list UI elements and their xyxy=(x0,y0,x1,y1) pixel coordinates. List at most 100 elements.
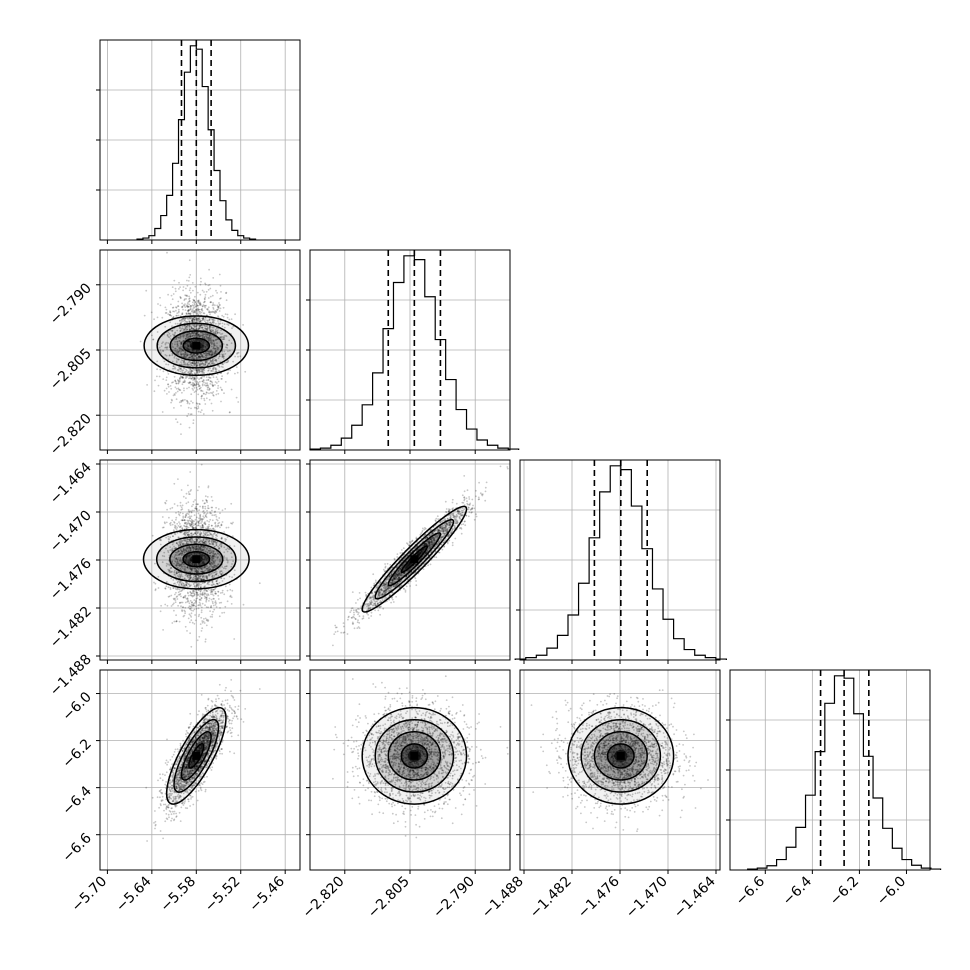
scatter-point xyxy=(193,318,196,321)
scatter-point xyxy=(214,310,217,312)
scatter-point xyxy=(208,597,211,600)
scatter-point xyxy=(184,306,187,308)
scatter-point xyxy=(203,298,206,300)
scatter-point xyxy=(224,508,227,510)
scatter-point xyxy=(211,350,214,353)
scatter-point xyxy=(233,573,236,576)
scatter-point xyxy=(199,527,202,529)
scatter-point xyxy=(177,353,180,355)
scatter-point xyxy=(179,544,182,546)
scatter-point xyxy=(176,343,179,346)
scatter-point xyxy=(180,506,183,509)
scatter-point xyxy=(183,319,186,321)
scatter-point xyxy=(201,347,204,350)
scatter-point xyxy=(193,306,196,309)
scatter-point xyxy=(162,349,164,352)
scatter-point xyxy=(181,581,183,584)
scatter-point xyxy=(180,433,182,435)
scatter-point xyxy=(201,506,204,508)
scatter-point xyxy=(199,547,201,549)
scatter-point xyxy=(181,376,184,379)
scatter-point xyxy=(204,531,207,534)
scatter-point xyxy=(211,321,214,324)
scatter-point xyxy=(185,525,188,528)
scatter-point xyxy=(211,499,214,502)
scatter-point xyxy=(180,342,183,345)
scatter-point xyxy=(185,584,188,587)
scatter-point xyxy=(196,335,198,338)
scatter-point xyxy=(187,340,190,343)
scatter-point xyxy=(172,293,175,295)
scatter-point xyxy=(203,586,206,588)
scatter-point xyxy=(196,532,199,535)
scatter-point xyxy=(209,367,211,370)
scatter-point xyxy=(191,332,194,335)
scatter-point xyxy=(166,604,169,607)
scatter-point xyxy=(197,607,200,610)
scatter-point xyxy=(192,549,195,551)
scatter-point xyxy=(211,342,213,345)
scatter-point xyxy=(179,552,182,555)
scatter-point xyxy=(199,325,202,327)
scatter-point xyxy=(191,354,194,356)
scatter-point xyxy=(207,541,210,543)
scatter-point xyxy=(191,525,194,528)
scatter-point xyxy=(207,593,209,595)
scatter-point xyxy=(219,307,222,310)
scatter-point xyxy=(187,406,190,409)
scatter-point xyxy=(197,563,200,565)
scatter-point xyxy=(184,549,187,552)
scatter-point xyxy=(212,384,215,387)
scatter-point xyxy=(190,609,193,612)
scatter-point xyxy=(182,350,185,352)
scatter-point xyxy=(177,588,180,590)
scatter-point xyxy=(211,294,214,297)
scatter-point xyxy=(196,593,198,596)
scatter-point xyxy=(172,306,175,309)
scatter-point xyxy=(180,342,183,345)
scatter-point xyxy=(210,369,213,372)
scatter-point xyxy=(186,304,189,306)
scatter-point xyxy=(195,539,198,542)
density-peak xyxy=(192,341,201,350)
scatter-point xyxy=(195,332,197,334)
scatter-point xyxy=(183,559,186,562)
scatter-point xyxy=(179,564,182,567)
scatter-point xyxy=(203,353,206,355)
scatter-point xyxy=(169,321,172,324)
scatter-point xyxy=(187,575,190,577)
scatter-point xyxy=(221,356,224,358)
contour-line xyxy=(169,330,224,362)
scatter-point xyxy=(207,527,209,530)
scatter-point xyxy=(213,344,215,347)
scatter-point xyxy=(186,402,189,405)
scatter-point xyxy=(201,390,204,392)
scatter-point xyxy=(203,372,206,375)
scatter-point xyxy=(212,361,215,363)
scatter-point xyxy=(189,335,192,337)
scatter-point xyxy=(185,328,188,330)
scatter-point xyxy=(192,334,195,336)
scatter-point xyxy=(212,326,215,329)
scatter-point xyxy=(199,533,201,536)
scatter-point xyxy=(202,578,205,581)
scatter-point xyxy=(169,310,171,313)
scatter-point xyxy=(196,353,199,356)
scatter-point xyxy=(192,332,195,334)
scatter-point xyxy=(188,329,191,331)
scatter-point xyxy=(209,573,212,576)
scatter-point xyxy=(212,370,214,372)
scatter-point xyxy=(191,526,194,528)
scatter-point xyxy=(170,387,173,390)
scatter-point xyxy=(212,589,215,591)
scatter-point xyxy=(187,521,190,524)
scatter-point xyxy=(198,365,201,368)
scatter-point xyxy=(188,340,191,343)
scatter-point xyxy=(166,251,168,254)
scatter-point xyxy=(199,320,202,323)
scatter-point xyxy=(209,591,212,594)
scatter-point xyxy=(212,339,215,342)
scatter-point xyxy=(178,541,181,544)
scatter-point xyxy=(183,360,186,362)
scatter-point xyxy=(195,318,198,321)
